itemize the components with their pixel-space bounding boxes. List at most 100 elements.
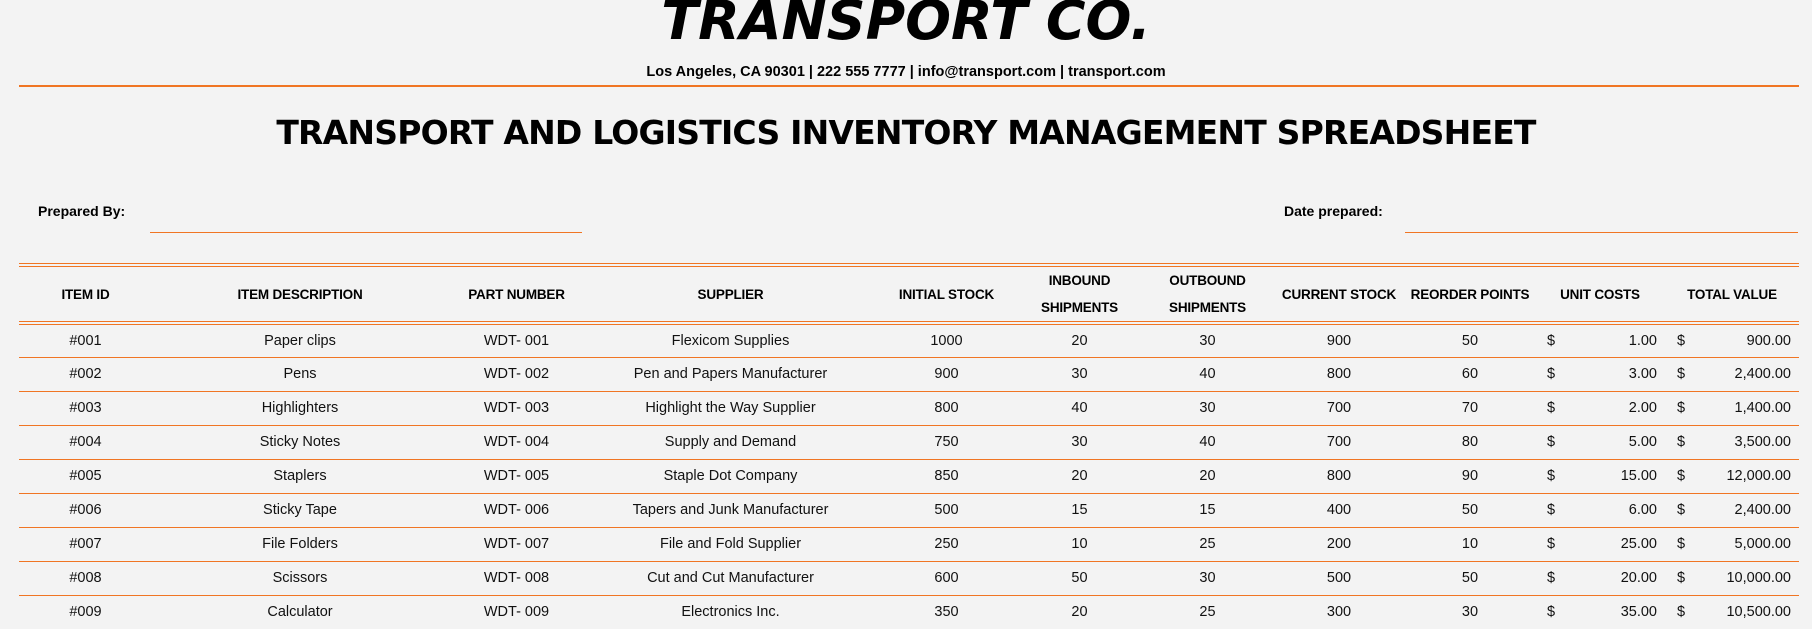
cell-item-id[interactable]: #006	[19, 493, 152, 528]
cell-unit-cost[interactable]: $5.00	[1535, 425, 1665, 460]
cell-reorder-point[interactable]: 50	[1405, 493, 1535, 528]
cell-current-stock[interactable]: 800	[1273, 459, 1405, 494]
cell-outbound-shipments[interactable]: 25	[1199, 604, 1216, 621]
cell-part-number[interactable]: WDT- 009	[483, 604, 550, 621]
cell-outbound-shipments[interactable]: 25	[1142, 527, 1273, 562]
cell-total-value[interactable]: $900.00	[1665, 323, 1799, 358]
cell-supplier[interactable]: File and Fold Supplier	[585, 527, 876, 562]
cell-initial-stock[interactable]: 500	[876, 493, 1017, 528]
cell-item-id[interactable]: #003	[19, 391, 152, 426]
cell-current-stock[interactable]: 900	[1273, 323, 1405, 358]
cell-unit-cost[interactable]: $25.00	[1535, 527, 1665, 562]
cell-reorder-point[interactable]: 50	[1405, 323, 1535, 358]
cell-reorder-point[interactable]: 70	[1405, 391, 1535, 426]
cell-supplier[interactable]: Supply and Demand	[585, 425, 876, 460]
cell-item-description[interactable]: File Folders	[152, 527, 448, 562]
cell-inbound-shipments[interactable]: 15	[1017, 493, 1142, 528]
cell-total-value[interactable]: $2,400.00	[1665, 357, 1799, 392]
cell-reorder-point[interactable]: 50	[1405, 561, 1535, 596]
cell-inbound-shipments[interactable]: 10	[1017, 527, 1142, 562]
cell-part-number[interactable]: WDT- 001	[448, 323, 585, 358]
cell-item-description[interactable]: Calculator	[267, 604, 333, 621]
cell-unit-cost[interactable]: $3.00	[1535, 357, 1665, 392]
cell-current-stock[interactable]: 700	[1273, 391, 1405, 426]
cell-part-number[interactable]: WDT- 005	[448, 459, 585, 494]
cell-total-value[interactable]: $3,500.00	[1665, 425, 1799, 460]
cell-item-description[interactable]: Highlighters	[152, 391, 448, 426]
cell-item-description[interactable]: Paper clips	[152, 323, 448, 358]
cell-part-number[interactable]: WDT- 002	[448, 357, 585, 392]
cell-item-description[interactable]: Sticky Tape	[152, 493, 448, 528]
cell-item-description[interactable]: Sticky Notes	[152, 425, 448, 460]
cell-unit-cost[interactable]: $20.00	[1535, 561, 1665, 596]
cell-outbound-shipments[interactable]: 40	[1142, 357, 1273, 392]
date-prepared-field[interactable]	[1405, 232, 1798, 233]
cell-inbound-shipments[interactable]: 20	[1017, 459, 1142, 494]
cell-current-stock[interactable]: 500	[1273, 561, 1405, 596]
cell-supplier[interactable]: Staple Dot Company	[585, 459, 876, 494]
cell-initial-stock[interactable]: 1000	[876, 323, 1017, 358]
cell-initial-stock[interactable]: 350	[934, 604, 959, 621]
cell-item-description[interactable]: Scissors	[152, 561, 448, 596]
cell-total-value[interactable]: $1,400.00	[1665, 391, 1799, 426]
cell-unit-cost[interactable]: $15.00	[1535, 459, 1665, 494]
cell-reorder-point[interactable]: 90	[1405, 459, 1535, 494]
cell-item-id[interactable]: #002	[19, 357, 152, 392]
cell-supplier[interactable]: Flexicom Supplies	[585, 323, 876, 358]
cell-part-number[interactable]: WDT- 004	[448, 425, 585, 460]
cell-initial-stock[interactable]: 750	[876, 425, 1017, 460]
cell-initial-stock[interactable]: 800	[876, 391, 1017, 426]
cell-unit-cost[interactable]: $6.00	[1535, 493, 1665, 528]
cell-total-value[interactable]: $12,000.00	[1665, 459, 1799, 494]
cell-reorder-point[interactable]: 60	[1405, 357, 1535, 392]
cell-item-description[interactable]: Pens	[152, 357, 448, 392]
cell-current-stock[interactable]: 200	[1273, 527, 1405, 562]
cell-item-description[interactable]: Staplers	[152, 459, 448, 494]
cell-total-value[interactable]: $5,000.00	[1665, 527, 1799, 562]
cell-part-number[interactable]: WDT- 006	[448, 493, 585, 528]
cell-current-stock[interactable]: 400	[1273, 493, 1405, 528]
cell-outbound-shipments[interactable]: 30	[1142, 561, 1273, 596]
prepared-by-field[interactable]	[150, 232, 582, 233]
cell-supplier[interactable]: Highlight the Way Supplier	[585, 391, 876, 426]
cell-inbound-shipments[interactable]: 20	[1071, 604, 1088, 621]
cell-part-number[interactable]: WDT- 008	[448, 561, 585, 596]
cell-supplier[interactable]: Pen and Papers Manufacturer	[585, 357, 876, 392]
cell-reorder-point[interactable]: 10	[1405, 527, 1535, 562]
cell-initial-stock[interactable]: 850	[876, 459, 1017, 494]
cell-reorder-point[interactable]: 30	[1461, 604, 1479, 621]
cell-part-number[interactable]: WDT- 007	[448, 527, 585, 562]
cell-item-id[interactable]: #007	[19, 527, 152, 562]
cell-initial-stock[interactable]: 600	[876, 561, 1017, 596]
cell-item-id[interactable]: #001	[19, 323, 152, 358]
cell-reorder-point[interactable]: 80	[1405, 425, 1535, 460]
cell-initial-stock[interactable]: 250	[876, 527, 1017, 562]
cell-current-stock[interactable]: 700	[1273, 425, 1405, 460]
cell-outbound-shipments[interactable]: 15	[1142, 493, 1273, 528]
cell-total-value[interactable]: $2,400.00	[1665, 493, 1799, 528]
cell-supplier[interactable]: Electronics Inc.	[681, 604, 780, 621]
cell-inbound-shipments[interactable]: 20	[1017, 323, 1142, 358]
cell-current-stock[interactable]: 800	[1273, 357, 1405, 392]
cell-outbound-shipments[interactable]: 30	[1142, 391, 1273, 426]
cell-item-id[interactable]: #004	[19, 425, 152, 460]
cell-supplier[interactable]: Cut and Cut Manufacturer	[585, 561, 876, 596]
cell-initial-stock[interactable]: 900	[876, 357, 1017, 392]
cell-current-stock[interactable]: 300	[1326, 604, 1352, 621]
cell-outbound-shipments[interactable]: 40	[1142, 425, 1273, 460]
cell-outbound-shipments[interactable]: 20	[1142, 459, 1273, 494]
cell-part-number[interactable]: WDT- 003	[448, 391, 585, 426]
cell-unit-cost[interactable]: $35.00	[1535, 595, 1665, 629]
cell-unit-cost[interactable]: $1.00	[1535, 323, 1665, 358]
cell-supplier[interactable]: Tapers and Junk Manufacturer	[585, 493, 876, 528]
cell-item-id[interactable]: #008	[19, 561, 152, 596]
cell-unit-cost[interactable]: $2.00	[1535, 391, 1665, 426]
cell-inbound-shipments[interactable]: 40	[1017, 391, 1142, 426]
cell-inbound-shipments[interactable]: 50	[1017, 561, 1142, 596]
cell-inbound-shipments[interactable]: 30	[1017, 425, 1142, 460]
cell-inbound-shipments[interactable]: 30	[1017, 357, 1142, 392]
cell-total-value[interactable]: $10,000.00	[1665, 561, 1799, 596]
cell-item-id[interactable]: #005	[19, 459, 152, 494]
cell-item-id[interactable]: #009	[69, 604, 102, 621]
cell-outbound-shipments[interactable]: 30	[1142, 323, 1273, 358]
